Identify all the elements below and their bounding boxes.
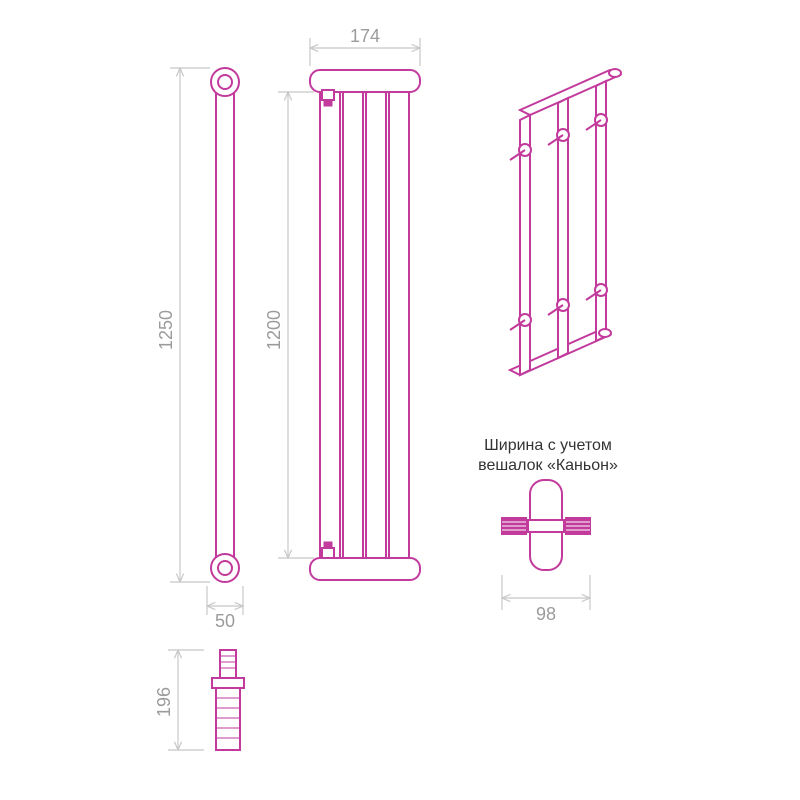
dim-1250: 1250 bbox=[156, 68, 210, 582]
svg-text:Ширина с учетом: Ширина с учетом bbox=[484, 437, 612, 454]
svg-text:вешалок «Каньон»: вешалок «Каньон» bbox=[478, 457, 618, 474]
caption: Ширина с учетом вешалок «Каньон» bbox=[478, 437, 618, 474]
top-detail-view bbox=[502, 480, 590, 570]
svg-text:196: 196 bbox=[154, 687, 174, 717]
side-rail-view bbox=[211, 68, 239, 582]
technical-drawing: 1250 50 174 1200 bbox=[0, 0, 800, 800]
dim-174: 174 bbox=[310, 26, 420, 66]
bottom-connector-view bbox=[212, 650, 244, 750]
dim-50: 50 bbox=[207, 586, 243, 631]
svg-text:98: 98 bbox=[536, 604, 556, 624]
svg-text:174: 174 bbox=[350, 26, 380, 46]
dim-196: 196 bbox=[154, 650, 204, 750]
dim-98: 98 bbox=[502, 575, 590, 624]
dim-1200: 1200 bbox=[264, 92, 314, 558]
svg-text:1200: 1200 bbox=[264, 310, 284, 350]
front-radiator-view bbox=[310, 70, 420, 580]
svg-text:50: 50 bbox=[215, 611, 235, 631]
isometric-view bbox=[510, 69, 621, 375]
svg-text:1250: 1250 bbox=[156, 310, 176, 350]
